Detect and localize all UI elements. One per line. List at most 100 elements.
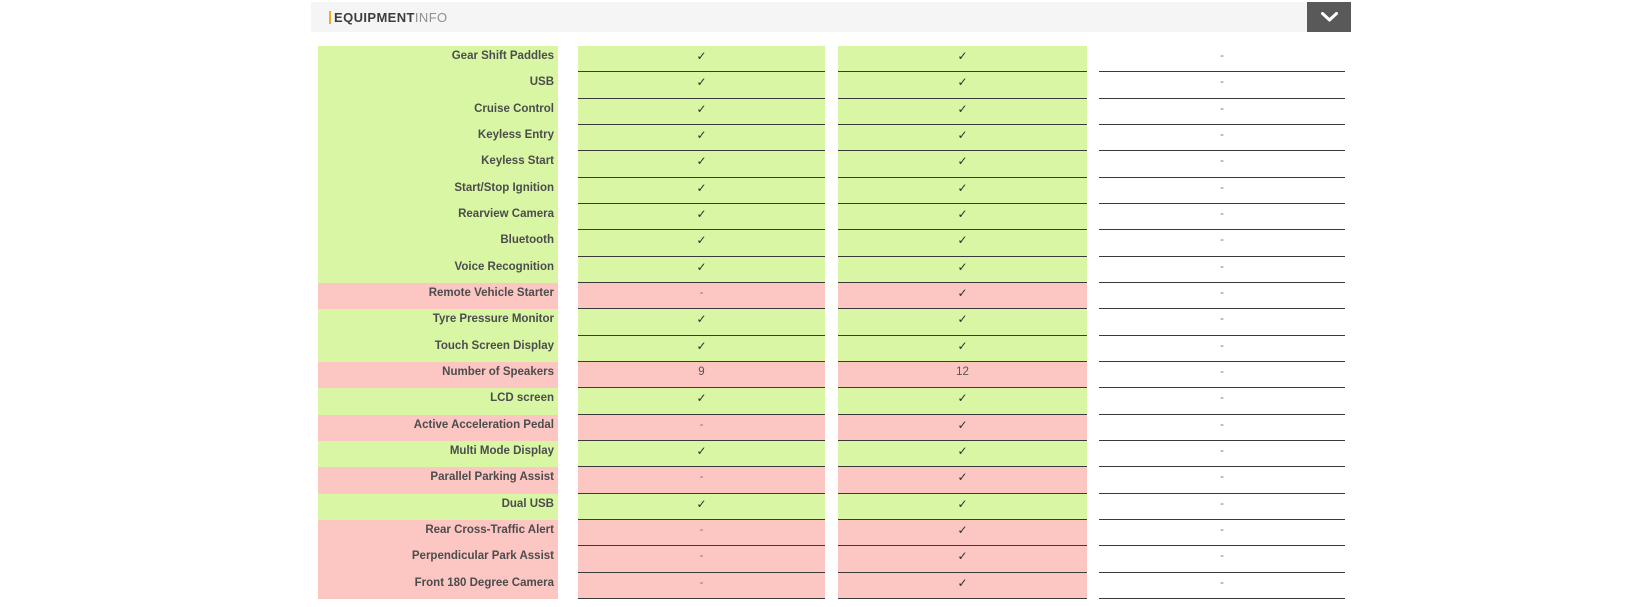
feature-value-car1: - [578,572,825,599]
feature-value-car1: ✓ [578,72,825,99]
feature-value-car2: ✓ [838,124,1087,152]
feature-value-car2: ✓ [838,230,1087,257]
feature-value-car1: ✓ [578,493,825,520]
feature-label: Touch Screen Display [318,335,558,362]
feature-value-car1: ✓ [578,309,825,336]
table-row: LCD screen ✓ ✓ - [0,388,1651,415]
table-row: Gear Shift Paddles ✓ ✓ - [0,46,1651,73]
feature-value-car3: - [1099,177,1345,204]
feature-label: Bluetooth [318,230,558,257]
feature-value-car3: - [1099,546,1345,573]
section-header: EQUIPMENT INFO [311,2,1351,32]
table-row: Tyre Pressure Monitor ✓ ✓ - [0,309,1651,336]
accent-bar [329,10,331,24]
feature-label: Number of Speakers [318,361,558,389]
feature-label: Tyre Pressure Monitor [318,309,558,336]
feature-value-car3: - [1099,467,1345,494]
table-row: Number of Speakers 9 12 - [0,361,1651,389]
feature-value-car1: - [578,467,825,494]
table-row: Rear Cross-Traffic Alert - ✓ - [0,519,1651,547]
feature-value-car3: - [1099,572,1345,599]
feature-value-car2: ✓ [838,572,1087,599]
feature-value-car1: ✓ [578,124,825,152]
feature-value-car1: ✓ [578,203,825,231]
feature-value-car2: ✓ [838,256,1087,283]
feature-label: Parallel Parking Assist [318,467,558,494]
feature-label: USB [318,72,558,99]
table-row: Keyless Start ✓ ✓ - [0,151,1651,178]
feature-label: Rearview Camera [318,203,558,231]
section-title-primary: EQUIPMENT [334,9,415,25]
feature-value-car2: ✓ [838,493,1087,520]
feature-value-car2: ✓ [838,309,1087,336]
feature-label: Front 180 Degree Camera [318,572,558,599]
table-row: Start/Stop Ignition ✓ ✓ - [0,177,1651,204]
feature-value-car1: 9 [578,361,825,389]
feature-label: Rear Cross-Traffic Alert [318,519,558,547]
table-row: Rearview Camera ✓ ✓ - [0,203,1651,231]
table-row: Remote Vehicle Starter - ✓ - [0,282,1651,310]
feature-value-car1: ✓ [578,230,825,257]
feature-value-car1: ✓ [578,335,825,362]
feature-value-car3: - [1099,414,1345,441]
feature-value-car2: ✓ [838,151,1087,178]
feature-label: Dual USB [318,493,558,520]
table-row: Dual USB ✓ ✓ - [0,493,1651,520]
table-row: Voice Recognition ✓ ✓ - [0,256,1651,283]
feature-value-car1: ✓ [578,388,825,415]
feature-label: Active Acceleration Pedal [318,414,558,441]
feature-value-car2: ✓ [838,519,1087,547]
feature-value-car3: - [1099,335,1345,362]
feature-value-car3: - [1099,388,1345,415]
feature-value-car3: - [1099,151,1345,178]
feature-value-car1: - [578,519,825,547]
feature-value-car1: - [578,546,825,573]
feature-value-car1: ✓ [578,177,825,204]
feature-label: Perpendicular Park Assist [318,546,558,573]
table-row: Bluetooth ✓ ✓ - [0,230,1651,257]
feature-value-car2: ✓ [838,388,1087,415]
feature-value-car1: ✓ [578,256,825,283]
feature-value-car3: - [1099,124,1345,152]
feature-label: Voice Recognition [318,256,558,283]
feature-value-car3: - [1099,282,1345,310]
feature-label: LCD screen [318,388,558,415]
feature-value-car3: - [1099,203,1345,231]
table-row: Active Acceleration Pedal - ✓ - [0,414,1651,441]
table-row: Front 180 Degree Camera - ✓ - [0,572,1651,599]
feature-value-car1: ✓ [578,151,825,178]
feature-value-car2: ✓ [838,546,1087,573]
feature-label: Keyless Start [318,151,558,178]
feature-value-car2: ✓ [838,467,1087,494]
feature-value-car3: - [1099,361,1345,389]
feature-value-car1: - [578,414,825,441]
equipment-table: Gear Shift Paddles ✓ ✓ - USB ✓ ✓ - Cruis… [0,46,1651,599]
feature-value-car3: - [1099,98,1345,125]
feature-value-car2: ✓ [838,203,1087,231]
feature-value-car3: - [1099,493,1345,520]
feature-value-car1: - [578,282,825,310]
feature-value-car2: ✓ [838,177,1087,204]
table-row: Parallel Parking Assist - ✓ - [0,467,1651,494]
feature-value-car3: - [1099,440,1345,468]
feature-label: Start/Stop Ignition [318,177,558,204]
feature-value-car2: ✓ [838,440,1087,468]
feature-label: Multi Mode Display [318,440,558,468]
feature-value-car2: ✓ [838,414,1087,441]
table-row: Cruise Control ✓ ✓ - [0,98,1651,125]
feature-value-car2: ✓ [838,46,1087,73]
feature-value-car2: 12 [838,361,1087,389]
feature-value-car3: - [1099,46,1345,73]
feature-label: Cruise Control [318,98,558,125]
feature-value-car2: ✓ [838,72,1087,99]
feature-value-car3: - [1099,309,1345,336]
feature-label: Keyless Entry [318,124,558,152]
feature-value-car1: ✓ [578,46,825,73]
feature-value-car1: ✓ [578,98,825,125]
table-row: Keyless Entry ✓ ✓ - [0,124,1651,152]
table-row: Perpendicular Park Assist - ✓ - [0,546,1651,573]
feature-value-car1: ✓ [578,440,825,468]
collapse-section-button[interactable] [1307,2,1351,32]
table-row: Touch Screen Display ✓ ✓ - [0,335,1651,362]
